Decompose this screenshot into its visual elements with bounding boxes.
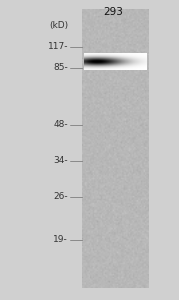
Text: (kD): (kD): [49, 21, 68, 30]
Text: 26-: 26-: [53, 192, 68, 201]
Text: 293: 293: [104, 7, 124, 16]
Bar: [82, 9, 149, 288]
Text: 34-: 34-: [53, 156, 68, 165]
Text: 117-: 117-: [47, 42, 68, 51]
Text: 85-: 85-: [53, 63, 68, 72]
Text: 19-: 19-: [53, 236, 68, 244]
Text: 48-: 48-: [53, 120, 68, 129]
